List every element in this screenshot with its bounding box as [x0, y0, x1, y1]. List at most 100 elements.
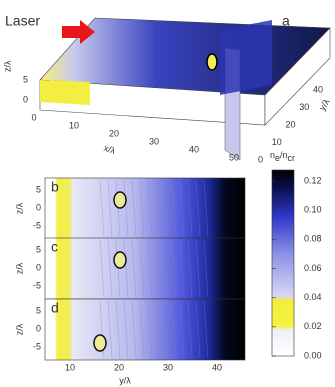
colorbar-tick-label: 0.10 — [304, 205, 322, 215]
z-tick-label: 0 — [36, 262, 41, 272]
z-tick-label: -5 — [33, 280, 41, 290]
panel-label: a — [282, 13, 290, 29]
stripe — [203, 179, 209, 238]
colorbar-tick-label: 0.00 — [304, 350, 322, 360]
stripe — [163, 179, 169, 238]
stripe — [163, 239, 169, 298]
x-tick-label: 20 — [109, 128, 119, 138]
stripe — [179, 239, 185, 298]
stripe — [155, 300, 161, 359]
x-axis-label: y/λ — [119, 375, 131, 385]
stripe — [131, 179, 137, 238]
stripe — [99, 239, 105, 298]
z-tick-label: 0 — [36, 323, 41, 333]
stripe — [187, 239, 193, 298]
y-tick-label: 10 — [272, 137, 282, 147]
density-map — [45, 238, 245, 299]
y-tick-label: 40 — [313, 84, 323, 94]
stripe — [107, 179, 113, 238]
z-tick-label: 5 — [36, 305, 41, 315]
slice-plane — [220, 20, 272, 95]
laser-label: Laser — [5, 13, 40, 29]
panel-label: c — [51, 239, 58, 255]
x-tick-label: 0 — [31, 112, 36, 122]
panel-frame — [44, 298, 246, 361]
bubble — [113, 191, 127, 209]
colorbar-tick-label: 0.04 — [304, 292, 322, 302]
stripe — [131, 239, 137, 298]
colorbar-tick-label: 0.06 — [304, 263, 322, 273]
maps: b z/λ 5 0 -5 c z/λ 5 0 -5 d z/λ 5 0 -5 10 20 30 40 y/λ — [14, 177, 246, 385]
colorbar-tick-label: 0.02 — [304, 321, 322, 331]
colorbar-label: ne/ncr — [270, 150, 295, 163]
x-tick-label: 50 — [229, 152, 239, 162]
y-axis-label: y/λ — [317, 97, 332, 112]
yellow-band — [40, 80, 90, 105]
x-tick-label: 30 — [149, 136, 159, 146]
stripe — [171, 179, 177, 238]
label-sub: e — [275, 153, 280, 163]
z-axis-label: z/λ — [2, 60, 12, 72]
z-tick-label: 5 — [23, 74, 28, 84]
stripe — [203, 239, 209, 298]
stripe — [187, 300, 193, 359]
stripe — [203, 300, 209, 359]
density-map — [45, 178, 245, 239]
colorbar: ne/ncr 0.12 0.10 0.08 0.06 0.04 0.02 0.00 — [270, 150, 322, 360]
laser-arrow — [62, 20, 95, 44]
density-map — [45, 299, 245, 360]
label-sub: cr — [288, 153, 296, 163]
x-tick-label: 30 — [163, 362, 173, 372]
x-tick-label: 40 — [212, 362, 222, 372]
label-part: /n — [280, 150, 288, 160]
z-tick-label: 0 — [36, 202, 41, 212]
colorbar-scale — [271, 169, 295, 357]
stripe — [123, 239, 129, 298]
stripe — [171, 239, 177, 298]
z-axis-label: z/λ — [14, 262, 24, 274]
stripe — [147, 179, 153, 238]
stripe — [107, 300, 113, 359]
stripe — [99, 179, 105, 238]
z-tick-label: 5 — [36, 244, 41, 254]
stripe — [195, 179, 201, 238]
stripe — [179, 179, 185, 238]
stripe — [147, 300, 153, 359]
stripe — [123, 179, 129, 238]
stripe — [147, 239, 153, 298]
stripe — [139, 300, 145, 359]
stripe — [179, 300, 185, 359]
stripe — [115, 239, 121, 298]
stripe — [131, 300, 137, 359]
colorbar-tick-label: 0.08 — [304, 234, 322, 244]
z-axis-label: z/λ — [14, 202, 24, 214]
bubble — [206, 53, 218, 71]
y-tick-label: 20 — [286, 119, 296, 129]
stripe — [187, 179, 193, 238]
x-tick-label: 10 — [65, 362, 75, 372]
stripe — [123, 300, 129, 359]
z-tick-label: -5 — [33, 220, 41, 230]
label-part: n — [270, 150, 275, 160]
x-axis-label: x/λ — [103, 143, 118, 157]
z-tick-label: -5 — [33, 341, 41, 351]
stripe — [107, 239, 113, 298]
stripe — [155, 179, 161, 238]
stripe — [171, 300, 177, 359]
z-axis-label: z/λ — [14, 323, 24, 335]
stripe — [115, 300, 121, 359]
z-tick-label: 5 — [36, 184, 41, 194]
panel-label: b — [51, 179, 59, 195]
stripe — [115, 179, 121, 238]
x-tick-label: 40 — [189, 144, 199, 154]
stripe — [163, 300, 169, 359]
colorbar-tick-label: 0.12 — [304, 175, 322, 185]
stripe — [155, 239, 161, 298]
panel-label: d — [51, 300, 59, 316]
z-tick-label: 0 — [23, 94, 28, 104]
stripe — [195, 239, 201, 298]
y-tick-label: 0 — [258, 154, 263, 164]
y-tick-label: 30 — [299, 102, 309, 112]
